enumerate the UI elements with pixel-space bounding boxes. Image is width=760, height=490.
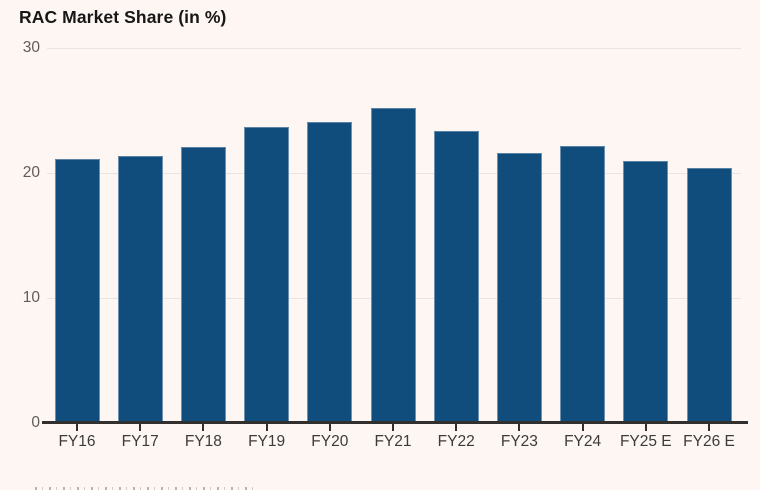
x-axis-label-fy16: FY16 — [58, 433, 96, 450]
y-axis-label-30: 30 — [22, 39, 40, 56]
x-axis-tick-fy26-e — [708, 424, 710, 431]
x-axis-label-fy22: FY22 — [437, 433, 475, 450]
x-axis-label-fy18: FY18 — [184, 433, 222, 450]
bar-fy20 — [307, 121, 353, 423]
x-axis-tick-fy24 — [581, 424, 584, 431]
bar-fy24 — [560, 145, 606, 423]
x-axis-tick-fy18 — [202, 424, 205, 431]
bar-fy22 — [433, 130, 479, 423]
x-axis-tick-fy19 — [265, 424, 268, 431]
x-axis-tick-fy25-e — [644, 424, 647, 431]
bar-fy16 — [54, 159, 100, 423]
bar-fy21 — [370, 108, 416, 423]
x-axis-tick-fy22 — [455, 424, 458, 431]
bar-fy17 — [117, 155, 163, 423]
x-axis-tick-fy17 — [139, 424, 142, 431]
x-axis-label-fy24: FY24 — [564, 433, 602, 450]
y-axis-label-10: 10 — [22, 289, 40, 306]
chart-title: RAC Market Share (in %) — [19, 7, 227, 27]
x-axis-label-fy19: FY19 — [248, 433, 286, 450]
x-axis-baseline — [42, 421, 748, 424]
gridline-30 — [47, 48, 741, 49]
y-axis-label-20: 20 — [22, 164, 40, 181]
cutoff-text-sliver — [35, 487, 255, 490]
x-axis-label-fy26-e: FY26 E — [683, 433, 735, 450]
x-axis-label-fy21: FY21 — [374, 433, 412, 450]
y-axis-label-0: 0 — [31, 414, 40, 431]
x-axis-label-fy17: FY17 — [121, 433, 159, 450]
x-axis-label-fy20: FY20 — [311, 433, 349, 450]
bar-fy19 — [244, 126, 290, 423]
x-axis-label-fy25-e: FY25 E — [619, 433, 672, 450]
bar-fy18 — [180, 146, 226, 423]
x-axis-tick-fy20 — [328, 424, 331, 431]
bar-fy25-e — [623, 160, 669, 423]
bar-fy23 — [496, 153, 542, 423]
x-axis-label-fy23: FY23 — [500, 433, 538, 450]
x-axis-tick-fy23 — [518, 424, 521, 431]
x-axis-tick-fy21 — [392, 424, 394, 431]
bar-fy26-e — [686, 168, 732, 423]
x-axis-tick-fy16 — [76, 424, 78, 431]
